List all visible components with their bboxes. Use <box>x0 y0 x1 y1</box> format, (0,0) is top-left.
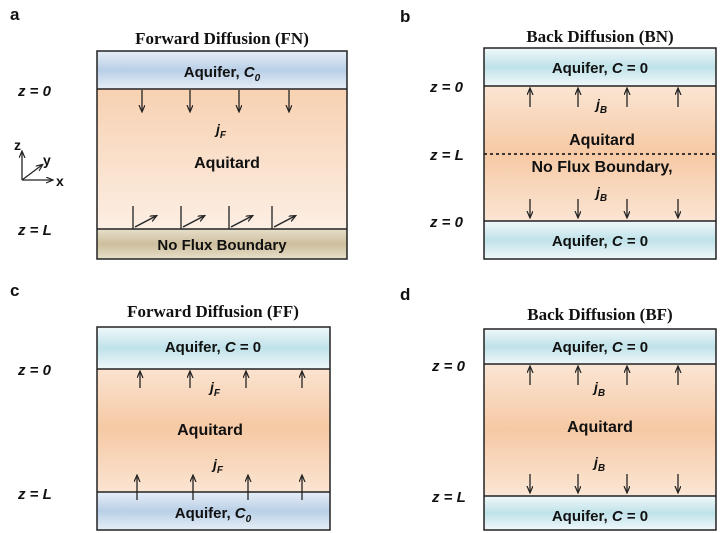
flux-label-d-top: jB <box>592 379 605 399</box>
aquitard-label-c: Aquitard <box>177 422 243 439</box>
up-arrows-d <box>530 367 678 385</box>
lateral-arrow-icon <box>182 216 204 228</box>
lateral-arrow-icon <box>230 216 252 228</box>
aquifer-layer-d-top <box>484 329 716 364</box>
panel-a-title: Forward Diffusion (FN) <box>135 29 309 48</box>
panel-label-b: b <box>400 7 410 26</box>
lateral-arrow-icon <box>134 216 156 228</box>
z-mid-label-b: z = L <box>429 147 464 164</box>
aquifer-label-b-bottom: Aquifer, C = 0 <box>552 233 648 250</box>
panel-a-frame <box>96 50 348 260</box>
aquifer-label-d-bottom: Aquifer, C = 0 <box>552 508 648 525</box>
up-arrows-b <box>530 89 678 107</box>
aquifer-label-b-top: Aquifer, C = 0 <box>552 60 648 77</box>
flux-label-c-top: jF <box>208 379 221 399</box>
aquifer-layer-c-bottom <box>97 492 330 530</box>
panel-d: d Back Diffusion (BF) Aquifer, C = 0 z =… <box>400 285 717 531</box>
panel-c-title: Forward Diffusion (FF) <box>127 302 299 321</box>
panel-c: c Forward Diffusion (FF) Aquifer, C = 0 … <box>10 281 331 531</box>
aquitard-label-a: Aquitard <box>194 155 260 172</box>
z-bottom-label-b: z = 0 <box>429 214 464 231</box>
flux-label-c-bottom: jF <box>211 456 224 476</box>
panel-d-frame <box>483 328 717 531</box>
y-axis-arrow <box>21 165 42 181</box>
panel-a: a Forward Diffusion (FN) Aquifer, C0 z =… <box>10 5 348 260</box>
flux-label-b-bottom: jB <box>594 184 607 204</box>
no-flux-label-b: No Flux Boundary, <box>531 159 672 176</box>
panel-label-a: a <box>10 5 20 24</box>
axis-label-z: z <box>14 137 21 153</box>
lateral-arrow-icon <box>273 216 295 228</box>
panel-label-c: c <box>10 281 19 300</box>
z-top-label-d: z = 0 <box>431 358 466 375</box>
aquifer-label-a: Aquifer, C0 <box>184 64 261 84</box>
lateral-arrows-a <box>132 206 295 229</box>
aquifer-layer-a <box>97 51 347 89</box>
panel-d-title: Back Diffusion (BF) <box>527 305 672 324</box>
up-arrows-c-bottom <box>137 476 302 500</box>
aquifer-layer-d-bottom <box>484 496 716 530</box>
panel-c-frame <box>96 326 331 531</box>
aquifer-label-c-top: Aquifer, C = 0 <box>165 339 261 356</box>
aquitard-label-d: Aquitard <box>567 419 633 436</box>
aquifer-label-d-top: Aquifer, C = 0 <box>552 339 648 356</box>
flux-label-b-top: jB <box>594 96 607 116</box>
z-top-label-b: z = 0 <box>429 79 464 96</box>
panel-b: b Back Diffusion (BN) Aquifer, C = 0 z =… <box>400 7 717 260</box>
z-top-label-c: z = 0 <box>17 362 52 379</box>
axis-label-y: y <box>43 152 51 168</box>
aquifer-layer-b-top <box>484 48 716 86</box>
flux-label-a: jF <box>214 121 227 141</box>
aquifer-label-c-bottom: Aquifer, C0 <box>175 505 252 525</box>
panel-b-title: Back Diffusion (BN) <box>526 27 673 46</box>
coordinate-axes-icon: z y x <box>14 137 64 189</box>
z-top-label-a: z = 0 <box>17 83 52 100</box>
z-bottom-label-c: z = L <box>17 486 52 503</box>
down-arrows-a <box>142 90 289 111</box>
down-arrows-b <box>530 199 678 217</box>
no-flux-label-a: No Flux Boundary <box>157 237 287 254</box>
flux-label-d-bottom: jB <box>592 454 605 474</box>
axis-label-x: x <box>56 173 64 189</box>
up-arrows-c-top <box>140 372 302 388</box>
no-flux-layer-a <box>97 229 347 259</box>
down-arrows-d <box>530 474 678 492</box>
aquifer-layer-b-bottom <box>484 221 716 259</box>
z-bottom-label-d: z = L <box>431 489 466 506</box>
z-bottom-label-a: z = L <box>17 222 52 239</box>
aquifer-layer-c-top <box>97 327 330 369</box>
aquitard-label-b: Aquitard <box>569 132 635 149</box>
panel-label-d: d <box>400 285 410 304</box>
